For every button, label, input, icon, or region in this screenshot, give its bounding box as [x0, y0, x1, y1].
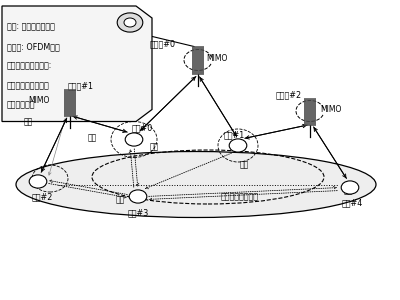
Bar [66, 88, 67, 116]
Text: 端末#4: 端末#4 [342, 198, 363, 207]
Bar [64, 88, 65, 116]
Circle shape [124, 18, 136, 27]
Bar [306, 98, 307, 124]
Circle shape [341, 181, 359, 194]
Text: MIMO: MIMO [320, 105, 341, 114]
Bar [312, 98, 313, 124]
Text: 端末#3: 端末#3 [128, 208, 149, 217]
Bar [192, 46, 193, 74]
Bar [310, 98, 311, 124]
Text: 協調: 協調 [88, 134, 97, 142]
Circle shape [117, 13, 143, 32]
Bar [72, 88, 73, 116]
Circle shape [129, 190, 147, 203]
Text: 協調: 協調 [240, 160, 249, 169]
Text: 端末#0: 端末#0 [132, 124, 153, 133]
Text: 定、等化など: 定、等化など [7, 100, 35, 109]
Text: 協調: 協調 [344, 186, 353, 195]
Text: 協調: 協調 [116, 195, 125, 204]
Text: 基地局#2: 基地局#2 [276, 90, 302, 99]
Bar [198, 46, 199, 74]
Text: （スモールセル）: （スモールセル） [221, 192, 259, 201]
Bar [74, 88, 75, 116]
Bar [304, 98, 305, 124]
Bar [202, 46, 203, 74]
Text: 協調: 協調 [24, 117, 33, 126]
Polygon shape [2, 6, 152, 122]
Bar [308, 98, 309, 124]
Ellipse shape [16, 152, 376, 218]
Text: 資源割当、通信路推: 資源割当、通信路推 [7, 81, 50, 90]
Text: 端末#1: 端末#1 [224, 130, 245, 140]
Text: 符号: ポーラ符号など: 符号: ポーラ符号など [7, 22, 55, 32]
Circle shape [29, 175, 47, 188]
Text: 変復調: OFDMなど: 変復調: OFDMなど [7, 42, 60, 51]
Circle shape [125, 133, 143, 146]
Bar [68, 88, 69, 116]
Bar [194, 46, 195, 74]
Text: 基地局#0: 基地局#0 [150, 39, 176, 48]
Text: 信号処理・機械学習:: 信号処理・機械学習: [7, 61, 52, 70]
Text: MIMO: MIMO [206, 54, 227, 63]
Bar [314, 98, 315, 124]
Bar [196, 46, 197, 74]
Text: MIMO: MIMO [28, 96, 49, 105]
Text: 協調: 協調 [150, 142, 159, 152]
Text: 基地局#1: 基地局#1 [68, 81, 94, 90]
Bar [200, 46, 201, 74]
Text: 端末#2: 端末#2 [32, 192, 53, 201]
Circle shape [229, 139, 247, 152]
Bar [70, 88, 71, 116]
